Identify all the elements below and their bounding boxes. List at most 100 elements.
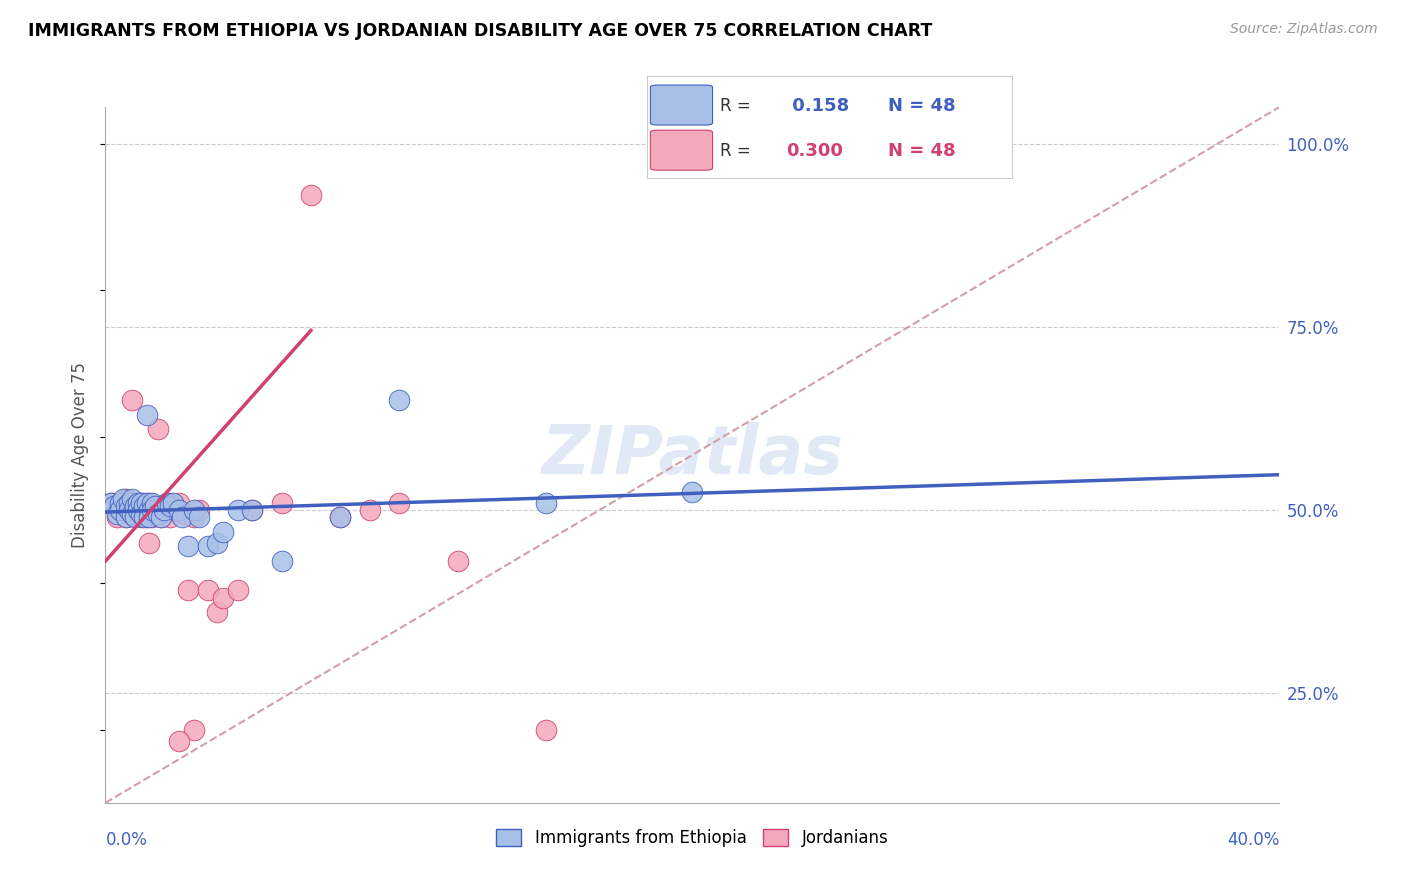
- Text: R =: R =: [720, 96, 751, 114]
- Point: [205, 606, 228, 620]
- Point: [176, 540, 198, 554]
- Point: [103, 499, 125, 513]
- Point: [167, 503, 190, 517]
- Point: [167, 733, 190, 747]
- Point: [197, 540, 219, 554]
- Point: [127, 503, 149, 517]
- Point: [118, 495, 141, 509]
- Point: [153, 503, 176, 517]
- Point: [124, 510, 146, 524]
- Point: [226, 503, 249, 517]
- Point: [329, 510, 352, 524]
- Point: [183, 510, 205, 524]
- Point: [270, 554, 292, 568]
- Point: [159, 510, 181, 524]
- Text: 0.300: 0.300: [786, 142, 842, 160]
- Point: [162, 495, 184, 509]
- Point: [150, 510, 173, 524]
- Point: [240, 503, 263, 517]
- Point: [127, 495, 149, 509]
- Point: [103, 499, 125, 513]
- Point: [129, 495, 152, 509]
- Point: [173, 507, 195, 521]
- Point: [108, 495, 131, 509]
- Point: [270, 495, 292, 509]
- Point: [211, 591, 233, 605]
- Point: [682, 484, 704, 499]
- Point: [141, 503, 163, 517]
- Point: [141, 495, 163, 509]
- Point: [135, 499, 157, 513]
- Point: [132, 495, 155, 509]
- Point: [359, 503, 381, 517]
- Point: [167, 495, 190, 509]
- Point: [150, 510, 173, 524]
- Point: [162, 503, 184, 517]
- Point: [143, 499, 166, 513]
- Point: [135, 510, 157, 524]
- Text: 0.0%: 0.0%: [105, 830, 148, 848]
- Point: [118, 499, 141, 513]
- Point: [240, 503, 263, 517]
- Point: [108, 495, 131, 509]
- Point: [112, 491, 135, 506]
- Point: [127, 499, 149, 513]
- Text: 0.158: 0.158: [786, 96, 849, 114]
- Point: [148, 422, 170, 436]
- Point: [129, 495, 152, 509]
- Point: [156, 495, 179, 509]
- Point: [534, 723, 557, 737]
- Point: [132, 499, 155, 513]
- Point: [388, 392, 411, 407]
- Point: [132, 503, 155, 517]
- Point: [129, 510, 152, 524]
- Point: [143, 503, 166, 517]
- Text: N = 48: N = 48: [889, 96, 956, 114]
- Point: [183, 723, 205, 737]
- Point: [121, 491, 143, 506]
- Point: [100, 495, 122, 509]
- Point: [138, 503, 160, 517]
- Point: [124, 507, 146, 521]
- Point: [112, 503, 135, 517]
- Point: [197, 583, 219, 598]
- Point: [176, 583, 198, 598]
- Point: [115, 510, 138, 524]
- Point: [138, 510, 160, 524]
- Point: [105, 510, 128, 524]
- Text: Source: ZipAtlas.com: Source: ZipAtlas.com: [1230, 22, 1378, 37]
- Point: [124, 495, 146, 509]
- Text: ZIPatlas: ZIPatlas: [541, 422, 844, 488]
- Text: N = 48: N = 48: [889, 142, 956, 160]
- Point: [129, 507, 152, 521]
- Point: [388, 495, 411, 509]
- Point: [118, 503, 141, 517]
- Text: 40.0%: 40.0%: [1227, 830, 1279, 848]
- Point: [211, 524, 233, 539]
- Point: [226, 583, 249, 598]
- FancyBboxPatch shape: [651, 85, 713, 125]
- Point: [100, 495, 122, 509]
- Point: [121, 392, 143, 407]
- Point: [138, 495, 160, 509]
- Point: [115, 491, 138, 506]
- Point: [148, 507, 170, 521]
- Point: [446, 554, 468, 568]
- Point: [534, 495, 557, 509]
- Point: [135, 495, 157, 509]
- Point: [115, 499, 138, 513]
- Point: [115, 510, 138, 524]
- Point: [170, 510, 193, 524]
- Point: [188, 503, 211, 517]
- Point: [105, 507, 128, 521]
- Point: [188, 510, 211, 524]
- Point: [108, 503, 131, 517]
- Point: [153, 503, 176, 517]
- Point: [156, 495, 179, 509]
- Point: [124, 499, 146, 513]
- Point: [132, 510, 155, 524]
- Point: [299, 188, 322, 202]
- Legend: Immigrants from Ethiopia, Jordanians: Immigrants from Ethiopia, Jordanians: [489, 822, 896, 854]
- Y-axis label: Disability Age Over 75: Disability Age Over 75: [72, 362, 90, 548]
- Point: [121, 507, 143, 521]
